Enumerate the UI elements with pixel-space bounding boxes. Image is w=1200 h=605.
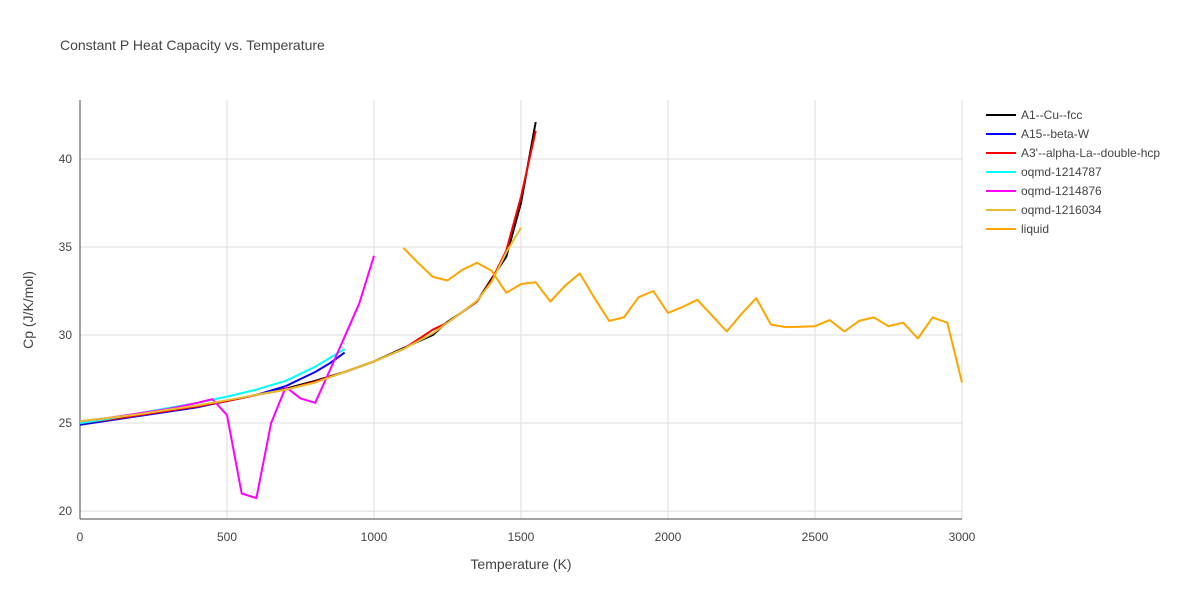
x-tick-label: 3000 [949,530,976,544]
series-line-a1-cu-fcc [79,121,537,425]
x-axis-label: Temperature (K) [470,556,571,572]
x-tick-label: 1000 [361,530,388,544]
y-tick-label: 25 [59,416,73,430]
legend-label: A1--Cu--fcc [1021,108,1082,122]
x-tick-label: 1500 [508,530,535,544]
chart-title: Constant P Heat Capacity vs. Temperature [60,37,325,53]
series-line-a15-beta-w [79,351,346,426]
x-tick-label: 0 [77,530,84,544]
legend-label: oqmd-1216034 [1021,203,1102,217]
y-tick-label: 40 [59,152,73,166]
x-tick-label: 2000 [655,530,682,544]
series-line-a3-alpha-la-double-hcp [79,130,537,425]
x-tick-label: 2500 [802,530,829,544]
legend-item[interactable]: oqmd-1216034 [986,203,1102,217]
legend-item[interactable]: liquid [986,222,1049,236]
series-line-oqmd-1214787 [79,348,346,425]
legend-item[interactable]: A15--beta-W [986,127,1090,141]
y-tick-label: 20 [59,504,73,518]
legend-item[interactable]: A1--Cu--fcc [986,108,1082,122]
legend[interactable]: A1--Cu--fcc A15--beta-W A3'--alpha-La--dou… [986,108,1160,236]
legend-label: A15--beta-W [1021,127,1090,141]
y-axis-label: Cp (J/K/mol) [20,271,36,349]
legend-item[interactable]: oqmd-1214876 [986,184,1102,198]
series-line-oqmd-1216034 [79,227,522,423]
legend-item[interactable]: oqmd-1214787 [986,165,1102,179]
x-tick-label: 500 [217,530,237,544]
legend-label: A3'--alpha-La--double-hcp [1021,146,1160,160]
y-tick-label: 30 [59,328,73,342]
legend-label: oqmd-1214787 [1021,165,1102,179]
series-line-liquid [402,247,963,383]
legend-label: liquid [1021,222,1049,236]
y-tick-label: 35 [59,240,73,254]
legend-label: oqmd-1214876 [1021,184,1102,198]
legend-item[interactable]: A3'--alpha-La--double-hcp [986,146,1160,160]
